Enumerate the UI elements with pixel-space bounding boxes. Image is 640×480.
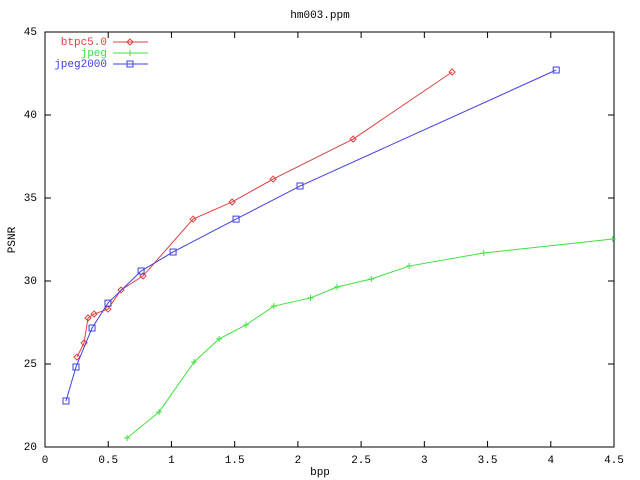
x-tick-label: 1 xyxy=(168,455,175,467)
x-tick-label: 2 xyxy=(295,455,302,467)
point-marker xyxy=(139,272,147,280)
plot-frame xyxy=(44,31,615,448)
series-line xyxy=(76,71,453,358)
x-tick-label: 2.5 xyxy=(351,455,371,467)
legend-marker xyxy=(126,60,134,68)
x-tick-label: 1.5 xyxy=(225,455,245,467)
legend-label: jpeg2000 xyxy=(54,59,107,71)
point-marker xyxy=(156,408,163,415)
point-marker xyxy=(169,248,177,256)
point-marker xyxy=(609,236,616,243)
x-tick-label: 3 xyxy=(421,455,428,467)
point-marker xyxy=(270,303,277,310)
point-marker xyxy=(216,335,223,342)
point-marker xyxy=(296,182,304,190)
point-marker xyxy=(84,314,92,322)
x-axis-label: bpp xyxy=(310,467,330,479)
x-tick-label: 0 xyxy=(42,455,49,467)
point-marker xyxy=(334,283,341,290)
y-tick-label: 30 xyxy=(24,276,37,288)
point-marker xyxy=(307,294,314,301)
point-marker xyxy=(104,299,112,307)
y-tick-label: 35 xyxy=(24,193,37,205)
point-marker xyxy=(73,353,81,361)
chart-title: hm003.ppm xyxy=(290,10,350,22)
legend-marker xyxy=(126,38,134,46)
y-tick-label: 40 xyxy=(24,110,37,122)
series-line xyxy=(126,238,613,439)
point-marker xyxy=(349,135,357,143)
point-marker xyxy=(243,321,250,328)
x-tick-label: 4.5 xyxy=(604,455,624,467)
x-tick-label: 0.5 xyxy=(98,455,118,467)
point-marker xyxy=(406,263,413,270)
series-line xyxy=(65,69,557,402)
x-tick-label: 4 xyxy=(547,455,554,467)
point-marker xyxy=(269,175,277,183)
y-tick-label: 45 xyxy=(24,27,37,39)
point-marker xyxy=(232,215,240,223)
point-marker xyxy=(480,249,487,256)
point-marker xyxy=(72,363,80,371)
legend-label: btpc5.0 xyxy=(61,37,107,49)
point-marker xyxy=(189,215,197,223)
point-marker xyxy=(62,397,70,405)
point-marker xyxy=(448,68,456,76)
point-marker xyxy=(124,435,131,442)
y-tick-label: 25 xyxy=(24,359,37,371)
x-tick-label: 3.5 xyxy=(478,455,498,467)
point-marker xyxy=(90,310,98,318)
point-marker xyxy=(137,267,145,275)
y-axis-label: PSNR xyxy=(7,226,19,253)
point-marker xyxy=(368,276,375,283)
y-tick-label: 20 xyxy=(24,442,37,454)
legend-label: jpeg xyxy=(81,48,107,60)
point-marker xyxy=(104,305,112,313)
legend-marker xyxy=(127,50,133,56)
point-marker xyxy=(552,66,560,74)
point-marker xyxy=(228,198,236,206)
point-marker xyxy=(88,324,96,332)
point-marker xyxy=(191,359,198,366)
